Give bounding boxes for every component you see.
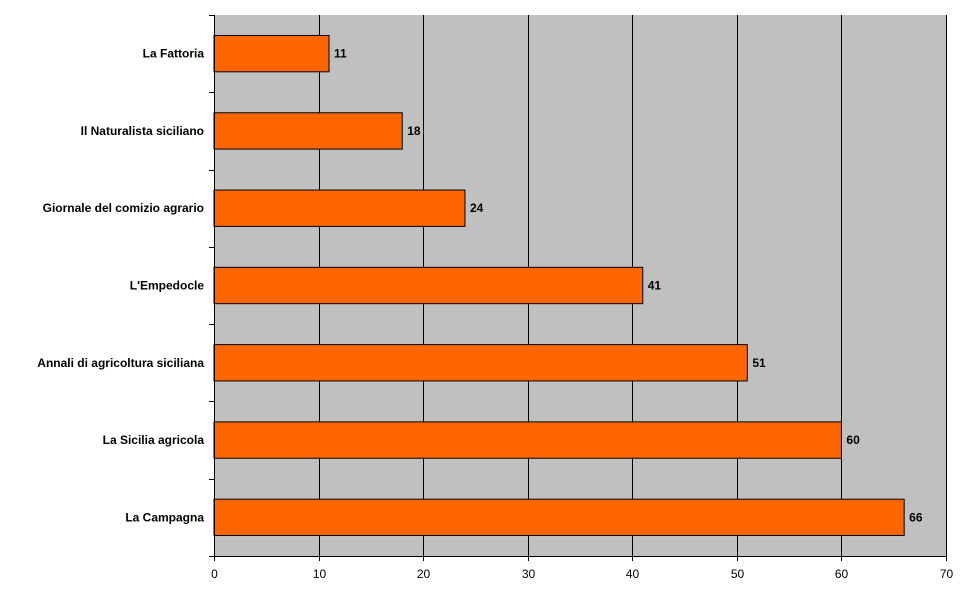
x-tick-label: 30 <box>522 567 536 581</box>
bar <box>213 344 748 382</box>
x-tick-label: 40 <box>626 567 640 581</box>
axes-group <box>209 15 947 561</box>
x-tick-label: 10 <box>313 567 327 581</box>
bar <box>213 421 842 459</box>
data-label: 11 <box>334 47 347 61</box>
bar <box>213 266 644 305</box>
bar <box>213 189 466 227</box>
bar <box>213 498 905 537</box>
value-labels: 11 18 24 41 51 60 66 <box>334 47 923 525</box>
x-tick-label: 70 <box>940 567 954 581</box>
category-label: Giornale del comizio agrario <box>43 201 204 215</box>
category-label: L'Empedocle <box>130 279 205 293</box>
x-tick-label: 60 <box>835 567 849 581</box>
data-label: 60 <box>846 433 860 447</box>
data-label: 66 <box>909 510 923 524</box>
category-label: La Sicilia agricola <box>103 433 205 447</box>
x-tick-labels: 0 10 20 30 40 50 60 70 <box>211 567 953 581</box>
category-label: La Fattoria <box>143 47 205 61</box>
x-tick-label: 50 <box>731 567 745 581</box>
data-label: 24 <box>470 201 484 215</box>
bar <box>213 112 403 150</box>
data-label: 51 <box>752 356 766 370</box>
bars-group <box>213 34 905 537</box>
x-tick-label: 20 <box>417 567 431 581</box>
category-label: Il Naturalista siciliano <box>81 124 204 138</box>
category-label: Annali di agricoltura siciliana <box>37 356 204 370</box>
category-labels: La Fattoria Il Naturalista siciliano Giorn… <box>37 47 204 525</box>
data-label: 41 <box>648 279 662 293</box>
category-label: La Campagna <box>125 510 204 524</box>
bar <box>213 34 330 73</box>
x-tick-label: 0 <box>211 567 218 581</box>
data-label: 18 <box>407 124 421 138</box>
